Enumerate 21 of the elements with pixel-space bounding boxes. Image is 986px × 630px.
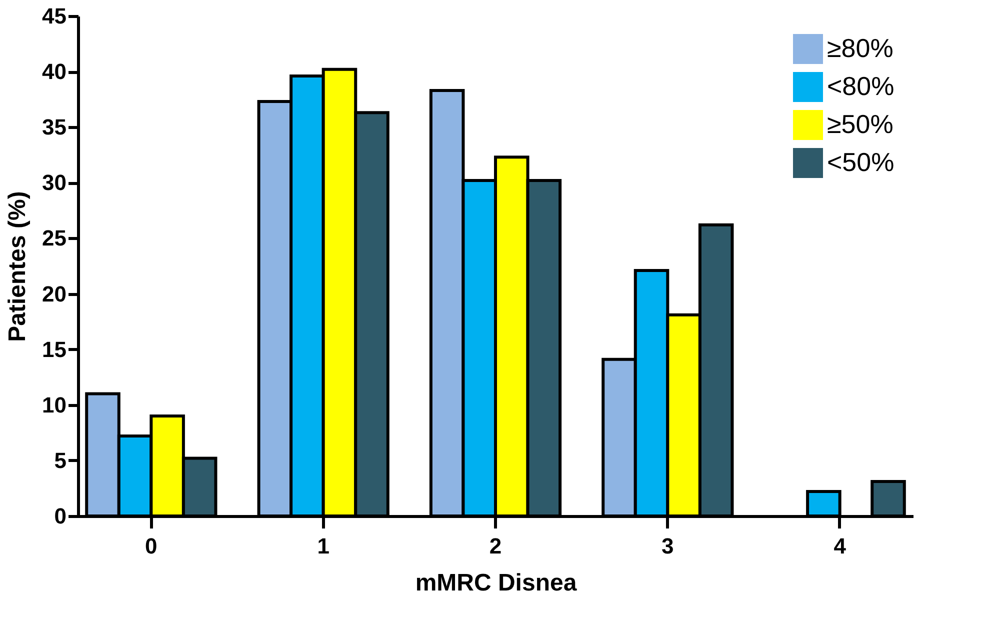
y-tick-label: 30 — [42, 170, 66, 196]
y-tick-label: 25 — [42, 226, 66, 251]
legend-label: <80% — [827, 71, 894, 101]
x-tick-label: 4 — [834, 534, 847, 558]
legend-label: <50% — [827, 147, 894, 177]
y-tick-label: 40 — [42, 59, 66, 84]
x-tick-label: 3 — [662, 534, 674, 558]
x-tick-label: 1 — [317, 534, 330, 558]
y-tick-label: 35 — [42, 114, 66, 140]
y-tick-label: 45 — [42, 4, 66, 28]
x-tick-label: 0 — [145, 534, 158, 558]
y-tick-label: 10 — [42, 392, 66, 418]
y-tick-label: 5 — [54, 448, 66, 473]
y-tick-label: 15 — [42, 336, 66, 362]
x-axis-title: mMRC Disnea — [415, 570, 578, 596]
y-tick-label: 20 — [42, 281, 66, 306]
legend-label: ≥80% — [827, 33, 894, 63]
x-tick-label: 2 — [489, 534, 502, 558]
y-axis-title: Patientes (%) — [4, 191, 32, 342]
y-tick-label: 0 — [54, 504, 66, 528]
legend-label: ≥50% — [827, 109, 894, 139]
